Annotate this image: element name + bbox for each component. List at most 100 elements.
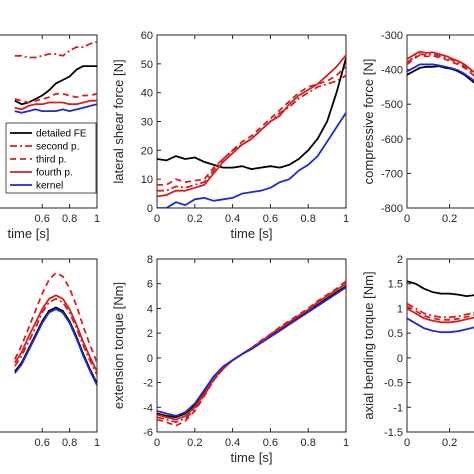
x-tick-label: 0.4: [225, 213, 240, 225]
axes-box: [0, 34, 98, 209]
x-tick-label: 0: [404, 213, 410, 225]
x-tick-label: 1: [343, 437, 349, 449]
series-group: [13, 271, 97, 386]
series-line-kernel: [14, 103, 97, 114]
series-line-fourth-p-: [14, 99, 97, 111]
y-tick-label: -400: [381, 65, 403, 77]
series-line-third-p-: [14, 92, 97, 104]
y-tick-label: 0: [397, 353, 403, 365]
series-line-second-p-: [157, 74, 346, 192]
series-group: [157, 54, 346, 208]
series-line-fourth-p-: [407, 50, 474, 74]
series-line-second-p-: [14, 297, 97, 376]
subplot-p5: 0 0.2 0.4 0.6 0.8 1 -6 -4 -2 0 2 4 6 8 time [s] extensi…: [111, 254, 349, 465]
y-tick-label: -0.5: [384, 378, 403, 390]
x-tick-label: 0.4: [225, 437, 240, 449]
axes-box: [406, 258, 474, 433]
legend: detailed FE second p. third p. fourth p. ker…: [5, 122, 97, 194]
y-axis-label: axial bending torque [Nm]: [361, 271, 376, 419]
y-tick-label: 0.5: [388, 328, 403, 340]
series-line-kernel: [14, 308, 97, 386]
x-tick-label: 1: [94, 213, 100, 225]
x-tick-label: 0.8: [301, 437, 316, 449]
y-tick-label: -800: [381, 203, 403, 215]
x-tick-label: 0.8: [62, 437, 77, 449]
y-tick-label: 1: [397, 303, 403, 315]
axes-box: [156, 258, 347, 433]
x-tick-label: 0: [154, 213, 160, 225]
y-tick-label: 0: [147, 203, 153, 215]
y-tick-label: 2: [397, 254, 403, 266]
legend-entry: detailed FE: [36, 129, 87, 140]
y-tick-label: -1.5: [384, 427, 403, 439]
series-line-third-p-: [407, 54, 474, 77]
x-tick-label: 1: [343, 213, 349, 225]
y-tick-label: -500: [381, 99, 403, 111]
subplot-p3: 00.20.4-300-400-500-600-700-800compressi…: [361, 30, 474, 225]
legend-entry: second p.: [36, 142, 79, 153]
legend-box: [5, 122, 97, 194]
series-line-detailed-fe: [407, 280, 474, 298]
subplot-p4: 0.6 0.8 1: [0, 258, 100, 449]
x-tick-label: 0.6: [35, 437, 50, 449]
y-tick-label: -2: [143, 378, 153, 390]
subplot-p1: 0.6 0.8 1 time [s]: [0, 34, 100, 241]
y-tick-label: 50: [141, 59, 153, 71]
series-line-fourth-p-: [14, 294, 97, 372]
x-tick-label: 0.6: [35, 213, 50, 225]
x-tick-label: 0.8: [301, 213, 316, 225]
series-group: [407, 50, 474, 84]
series-line-kernel: [407, 63, 474, 82]
x-tick-label: 0: [404, 437, 410, 449]
y-tick-label: 30: [141, 117, 153, 129]
series-line-third-p-: [407, 305, 474, 321]
y-tick-label: 6: [147, 279, 153, 291]
x-tick-label: 0.2: [442, 213, 457, 225]
axes-box: [406, 34, 474, 209]
series-line-second-p-: [157, 282, 346, 424]
y-tick-label: 20: [141, 145, 153, 157]
series-group: [157, 280, 346, 427]
y-tick-label: 0: [147, 353, 153, 365]
x-tick-label: 1: [94, 437, 100, 449]
series-line-fourth-p-: [407, 307, 474, 324]
series-line-detailed-fe: [407, 65, 474, 84]
y-tick-label: 10: [141, 174, 153, 186]
axes-box: [0, 258, 98, 433]
legend-entry: kernel: [36, 181, 63, 192]
x-tick-label: 0.8: [62, 213, 77, 225]
x-tick-label: 0.2: [187, 213, 202, 225]
series-line-detailed-fe: [14, 65, 97, 106]
legend-entry: third p.: [36, 155, 67, 166]
x-tick-label: 0.2: [187, 437, 202, 449]
legend-entry: fourth p.: [36, 168, 73, 179]
y-tick-label: -700: [381, 168, 403, 180]
y-tick-label: -1: [393, 402, 403, 414]
y-axis-label: extension torque [Nm]: [111, 282, 126, 409]
x-axis-label: time [s]: [8, 226, 50, 241]
y-tick-label: 4: [147, 303, 153, 315]
x-tick-label: 0.6: [263, 213, 278, 225]
x-tick-label: 0: [154, 437, 160, 449]
x-tick-label: 0.2: [442, 437, 457, 449]
series-line-kernel: [407, 317, 474, 334]
series-line-second-p-: [407, 302, 474, 319]
series-line-second-p-: [14, 41, 97, 59]
series-line-detailed-fe: [157, 57, 346, 171]
y-tick-label: 1.5: [388, 279, 403, 291]
series-line-kernel: [157, 112, 346, 208]
y-tick-label: 8: [147, 254, 153, 266]
y-tick-label: 40: [141, 88, 153, 100]
y-axis-label: lateral shear force [N]: [111, 59, 126, 183]
series-line-second-p-: [407, 53, 474, 75]
y-tick-label: -300: [381, 30, 403, 42]
series-line-fourth-p-: [157, 282, 346, 421]
x-axis-label: time [s]: [231, 226, 273, 241]
y-tick-label: -4: [143, 402, 153, 414]
y-tick-label: 2: [147, 328, 153, 340]
x-axis-label: time [s]: [231, 450, 273, 465]
